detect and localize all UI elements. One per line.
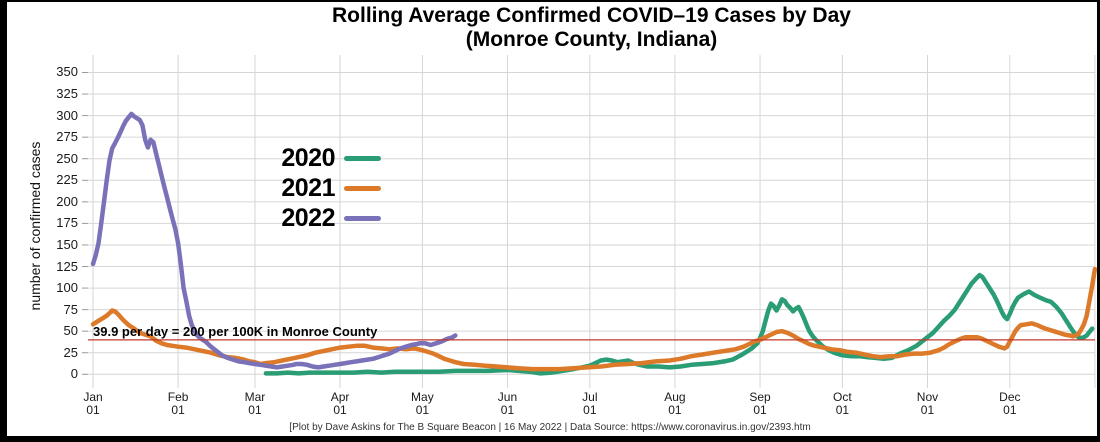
y-tick-label: 200 — [56, 193, 78, 209]
legend-item-2021: 2021 — [273, 173, 381, 203]
x-tick-label: Nov 01 — [916, 390, 939, 417]
legend-item-2022: 2022 — [273, 203, 381, 233]
y-tick-label: 125 — [56, 258, 78, 274]
y-tick-label: 150 — [56, 236, 78, 252]
x-tick-label: Jun 01 — [497, 390, 518, 417]
chart-title: Rolling Average Confirmed COVID–19 Cases… — [332, 4, 851, 27]
y-tick-label: 300 — [56, 107, 78, 123]
plot-caption: [Plot by Dave Askins for The B Square Be… — [289, 422, 811, 433]
y-tick-label: 250 — [56, 150, 78, 166]
x-tick-label: Apr 01 — [330, 390, 350, 417]
y-tick-label: 75 — [63, 301, 78, 317]
y-tick-label: 50 — [63, 323, 78, 339]
legend-item-2020: 2020 — [273, 143, 381, 173]
y-tick-label: 25 — [63, 344, 78, 360]
series-line-2020 — [263, 272, 1095, 376]
series-line-2022 — [90, 111, 458, 370]
x-tick-label: Oct 01 — [833, 390, 852, 417]
y-tick-label: 350 — [56, 64, 78, 80]
chart-subtitle: (Monroe County, Indiana) — [465, 28, 718, 51]
y-tick-label: 0 — [70, 366, 78, 382]
reference-line-label: 39.9 per day = 200 per 100K in Monroe Co… — [93, 324, 378, 339]
legend-label: 2020 — [281, 143, 335, 172]
legend-swatch — [344, 185, 381, 191]
x-tick-label: Dec 01 — [999, 390, 1021, 417]
x-tick-label: May 01 — [411, 390, 434, 417]
x-tick-label: Sep 01 — [749, 390, 771, 417]
x-tick-label: Aug 01 — [664, 390, 686, 417]
legend-swatch — [344, 155, 381, 161]
legend-swatch — [344, 215, 381, 221]
figure-background — [7, 2, 1097, 436]
legend-label: 2022 — [281, 203, 335, 232]
x-tick-label: Jan 01 — [83, 390, 103, 417]
y-tick-label: 275 — [56, 129, 78, 145]
y-tick-label: 100 — [56, 280, 78, 296]
legend-label: 2021 — [281, 173, 335, 202]
y-tick-label: 175 — [56, 215, 78, 231]
x-tick-label: Feb 01 — [167, 390, 189, 417]
x-tick-label: Mar 01 — [244, 390, 266, 417]
y-tick-label: 225 — [56, 172, 78, 188]
legend: 2020 2021 2022 — [273, 143, 381, 233]
y-tick-label: 325 — [56, 86, 78, 102]
x-tick-label: Jul 01 — [582, 390, 598, 417]
